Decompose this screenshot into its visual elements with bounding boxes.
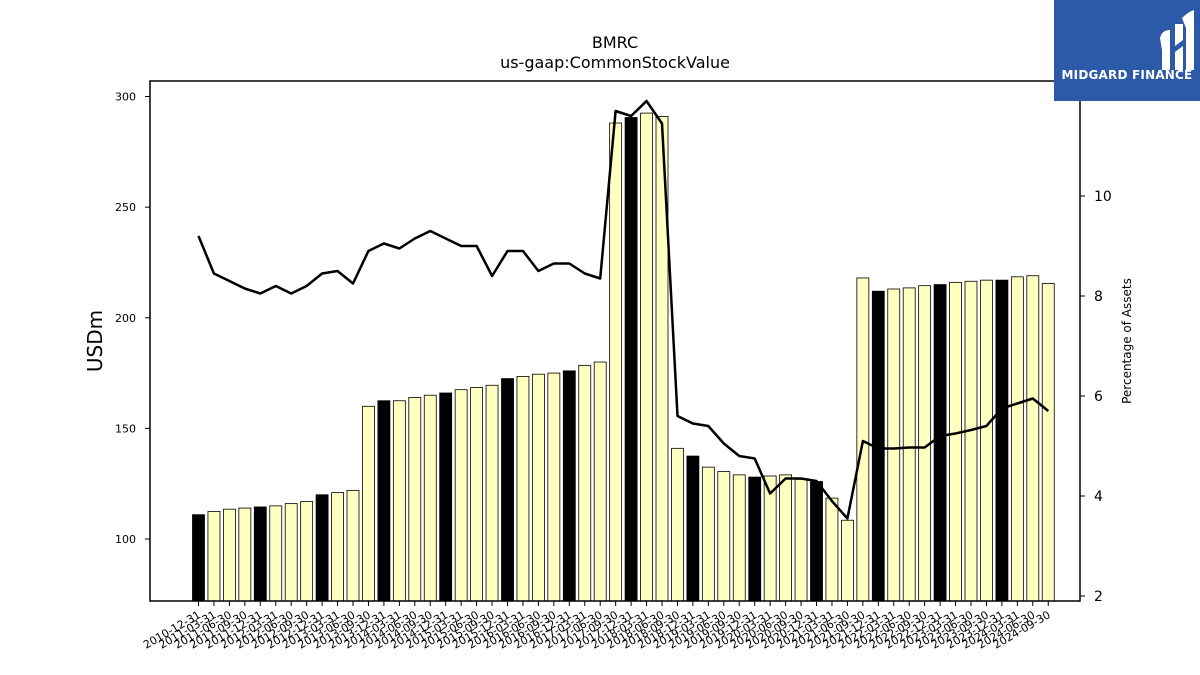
bar-2011-12-31 [253,506,267,602]
bar-2011-09-30 [238,507,252,602]
bar-2016-09-30 [547,372,561,602]
bar-2012-06-30 [284,503,298,602]
y2-tick-label-8: 8 [1094,289,1103,305]
bar-2013-09-30 [362,405,375,602]
bar-2019-12-31 [748,476,762,602]
bar-2011-06-30 [222,508,236,602]
y-tick-label-100: 100 [115,533,136,546]
y2-axis-label: Percentage of Assets [1120,278,1134,404]
bar-2021-06-30 [841,519,854,602]
y-tick-label-300: 300 [115,90,136,103]
y2-tick-label-6: 6 [1094,389,1103,405]
bar-2022-12-31 [933,284,947,602]
bar-2024-03-31 [1010,276,1024,602]
bar-2021-09-30 [856,277,870,602]
bar-2024-06-30 [1026,275,1040,602]
bar-2023-12-31 [995,279,1009,602]
bar-2023-03-31 [949,281,962,602]
bar-2017-03-31 [578,364,592,602]
bar-2013-06-30 [346,489,360,602]
right-y-axis: 2 4 6 8 10 [1080,189,1112,605]
midgard-logo-icon [1160,10,1194,70]
bar-2012-09-30 [300,501,314,602]
y2-tick-label-4: 4 [1094,489,1103,505]
bar-2018-12-31 [686,455,700,602]
bar-2011-03-31 [207,510,221,602]
bar-2017-06-30 [593,361,607,602]
bar-2020-06-30 [779,474,792,602]
bar-2019-06-30 [717,471,731,602]
bar-2016-12-31 [562,370,576,602]
bar-2014-09-30 [423,394,437,602]
bar-2020-09-30 [794,478,808,602]
bar-2016-06-30 [532,373,545,602]
y-tick-label-250: 250 [115,201,136,214]
bar-2014-12-31 [439,392,453,602]
bar-2015-09-30 [485,384,499,602]
bar-2018-09-30 [671,447,684,602]
bar-2012-12-31 [315,494,329,602]
y2-tick-label-2: 2 [1094,589,1103,605]
bar-2021-03-31 [825,497,839,602]
logo-text: MIDGARD FINANCE [1061,68,1193,82]
chart-subtitle: us-gaap:CommonStockValue [500,53,730,72]
bar-2020-12-31 [810,481,823,602]
bar-2022-03-31 [887,288,901,602]
bar-2010-12-31 [192,514,205,602]
bar-2016-03-31 [516,376,530,602]
y-tick-label-200: 200 [115,312,136,325]
bar-series [192,112,1055,602]
bar-2014-03-31 [392,400,406,602]
y-axis-label: USDm [83,310,107,372]
line-series [197,99,1050,520]
x-axis: 2010-12-312011-03-312011-06-302011-09-30… [141,601,1053,652]
bar-2017-12-31 [624,117,638,602]
bar-2015-03-31 [454,389,468,602]
bar-2012-03-31 [269,505,283,602]
bar-2015-06-30 [470,387,484,602]
bar-2019-09-30 [732,474,746,602]
left-y-axis: 100 150 200 250 300 [115,90,150,546]
chart-title: BMRC [591,33,639,52]
bar-2022-06-30 [902,287,916,602]
bar-2024-09-30 [1041,283,1055,602]
bar-2013-03-31 [331,492,344,602]
bar-2014-06-30 [408,397,422,602]
midgard-logo: MIDGARD FINANCE [1054,0,1200,101]
bar-2015-12-31 [501,378,514,602]
y-tick-label-150: 150 [115,422,136,435]
plot-frame [149,80,1081,602]
bar-2023-09-30 [980,279,993,602]
bar-2019-03-31 [701,466,715,602]
bar-2018-03-31 [640,112,653,602]
bar-2017-09-30 [609,122,623,602]
bar-2023-06-30 [964,280,978,602]
bar-2013-12-31 [377,400,391,602]
y2-tick-label-10: 10 [1094,189,1112,205]
percentage-line [197,99,1050,520]
